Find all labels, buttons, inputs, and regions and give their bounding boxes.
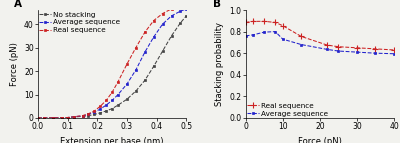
Average sequence xyxy=(354,51,359,53)
Average sequence xyxy=(160,23,165,25)
Average sequence xyxy=(36,117,40,119)
Real sequence xyxy=(98,105,103,107)
Average sequence xyxy=(336,50,341,52)
Average sequence xyxy=(325,49,330,50)
Real sequence xyxy=(336,46,341,48)
Real sequence xyxy=(262,20,267,22)
Average sequence xyxy=(92,111,97,113)
X-axis label: Force (pN): Force (pN) xyxy=(298,137,342,143)
No stacking xyxy=(184,15,189,17)
Y-axis label: Force (pN): Force (pN) xyxy=(10,42,18,86)
Real sequence xyxy=(184,4,189,6)
No stacking xyxy=(59,117,64,119)
Legend: No stacking, Average sequence, Real sequence: No stacking, Average sequence, Real sequ… xyxy=(40,11,120,33)
No stacking xyxy=(124,98,129,100)
Line: Average sequence: Average sequence xyxy=(244,30,395,55)
Average sequence xyxy=(86,114,91,115)
Real sequence xyxy=(59,117,64,119)
Real sequence xyxy=(373,48,378,50)
Line: Real sequence: Real sequence xyxy=(37,4,188,119)
Real sequence xyxy=(142,31,147,33)
Real sequence xyxy=(354,47,359,49)
No stacking xyxy=(42,117,46,119)
Average sequence xyxy=(98,108,103,110)
No stacking xyxy=(65,117,70,118)
X-axis label: Extension per base (nm): Extension per base (nm) xyxy=(60,137,164,143)
Average sequence xyxy=(299,44,304,45)
Real sequence xyxy=(110,91,114,93)
Real sequence xyxy=(243,22,248,23)
Average sequence xyxy=(110,100,114,101)
Real sequence xyxy=(273,22,278,23)
Average sequence xyxy=(178,10,183,12)
Real sequence xyxy=(280,25,285,26)
Real sequence xyxy=(178,6,183,7)
Text: B: B xyxy=(213,0,221,9)
Average sequence xyxy=(392,53,396,55)
Average sequence xyxy=(251,34,256,36)
No stacking xyxy=(151,65,156,67)
No stacking xyxy=(160,50,165,52)
Average sequence xyxy=(50,117,55,119)
Real sequence xyxy=(92,110,97,112)
Real sequence xyxy=(124,63,129,65)
Average sequence xyxy=(59,117,64,119)
No stacking xyxy=(178,22,183,24)
Real sequence xyxy=(104,100,109,101)
No stacking xyxy=(104,110,109,112)
No stacking xyxy=(116,104,120,106)
Average sequence xyxy=(243,35,248,37)
Average sequence xyxy=(169,15,174,17)
Real sequence xyxy=(160,13,165,14)
Average sequence xyxy=(65,117,70,118)
Y-axis label: Stacking probability: Stacking probability xyxy=(215,22,224,106)
No stacking xyxy=(110,108,114,109)
Line: Real sequence: Real sequence xyxy=(243,19,397,53)
Average sequence xyxy=(262,31,267,33)
Line: Average sequence: Average sequence xyxy=(37,8,188,119)
No stacking xyxy=(50,117,55,119)
Real sequence xyxy=(36,117,40,119)
Average sequence xyxy=(373,52,378,54)
No stacking xyxy=(36,117,40,119)
Real sequence xyxy=(325,44,330,46)
Average sequence xyxy=(184,8,189,10)
Legend: Real sequence, Average sequence: Real sequence, Average sequence xyxy=(247,103,328,117)
Average sequence xyxy=(71,116,76,118)
No stacking xyxy=(98,112,103,114)
Average sequence xyxy=(142,51,147,53)
Text: A: A xyxy=(14,0,22,9)
Average sequence xyxy=(151,36,156,38)
Average sequence xyxy=(280,38,285,40)
No stacking xyxy=(134,90,138,92)
Real sequence xyxy=(80,115,85,117)
Real sequence xyxy=(251,20,256,22)
Average sequence xyxy=(124,83,129,85)
Real sequence xyxy=(65,117,70,118)
Average sequence xyxy=(134,69,138,71)
Average sequence xyxy=(80,115,85,117)
Real sequence xyxy=(42,117,46,119)
No stacking xyxy=(71,116,76,118)
No stacking xyxy=(86,115,91,117)
Real sequence xyxy=(392,49,396,51)
Average sequence xyxy=(273,31,278,32)
Real sequence xyxy=(116,81,120,83)
Real sequence xyxy=(134,47,138,48)
Line: No stacking: No stacking xyxy=(37,15,188,119)
Real sequence xyxy=(299,36,304,37)
Average sequence xyxy=(42,117,46,119)
No stacking xyxy=(169,35,174,37)
Real sequence xyxy=(151,20,156,21)
Real sequence xyxy=(86,113,91,115)
Average sequence xyxy=(104,104,109,106)
Real sequence xyxy=(71,116,76,118)
No stacking xyxy=(142,80,147,81)
Average sequence xyxy=(116,94,120,95)
Real sequence xyxy=(50,117,55,119)
Real sequence xyxy=(169,8,174,10)
No stacking xyxy=(80,116,85,117)
No stacking xyxy=(92,114,97,115)
